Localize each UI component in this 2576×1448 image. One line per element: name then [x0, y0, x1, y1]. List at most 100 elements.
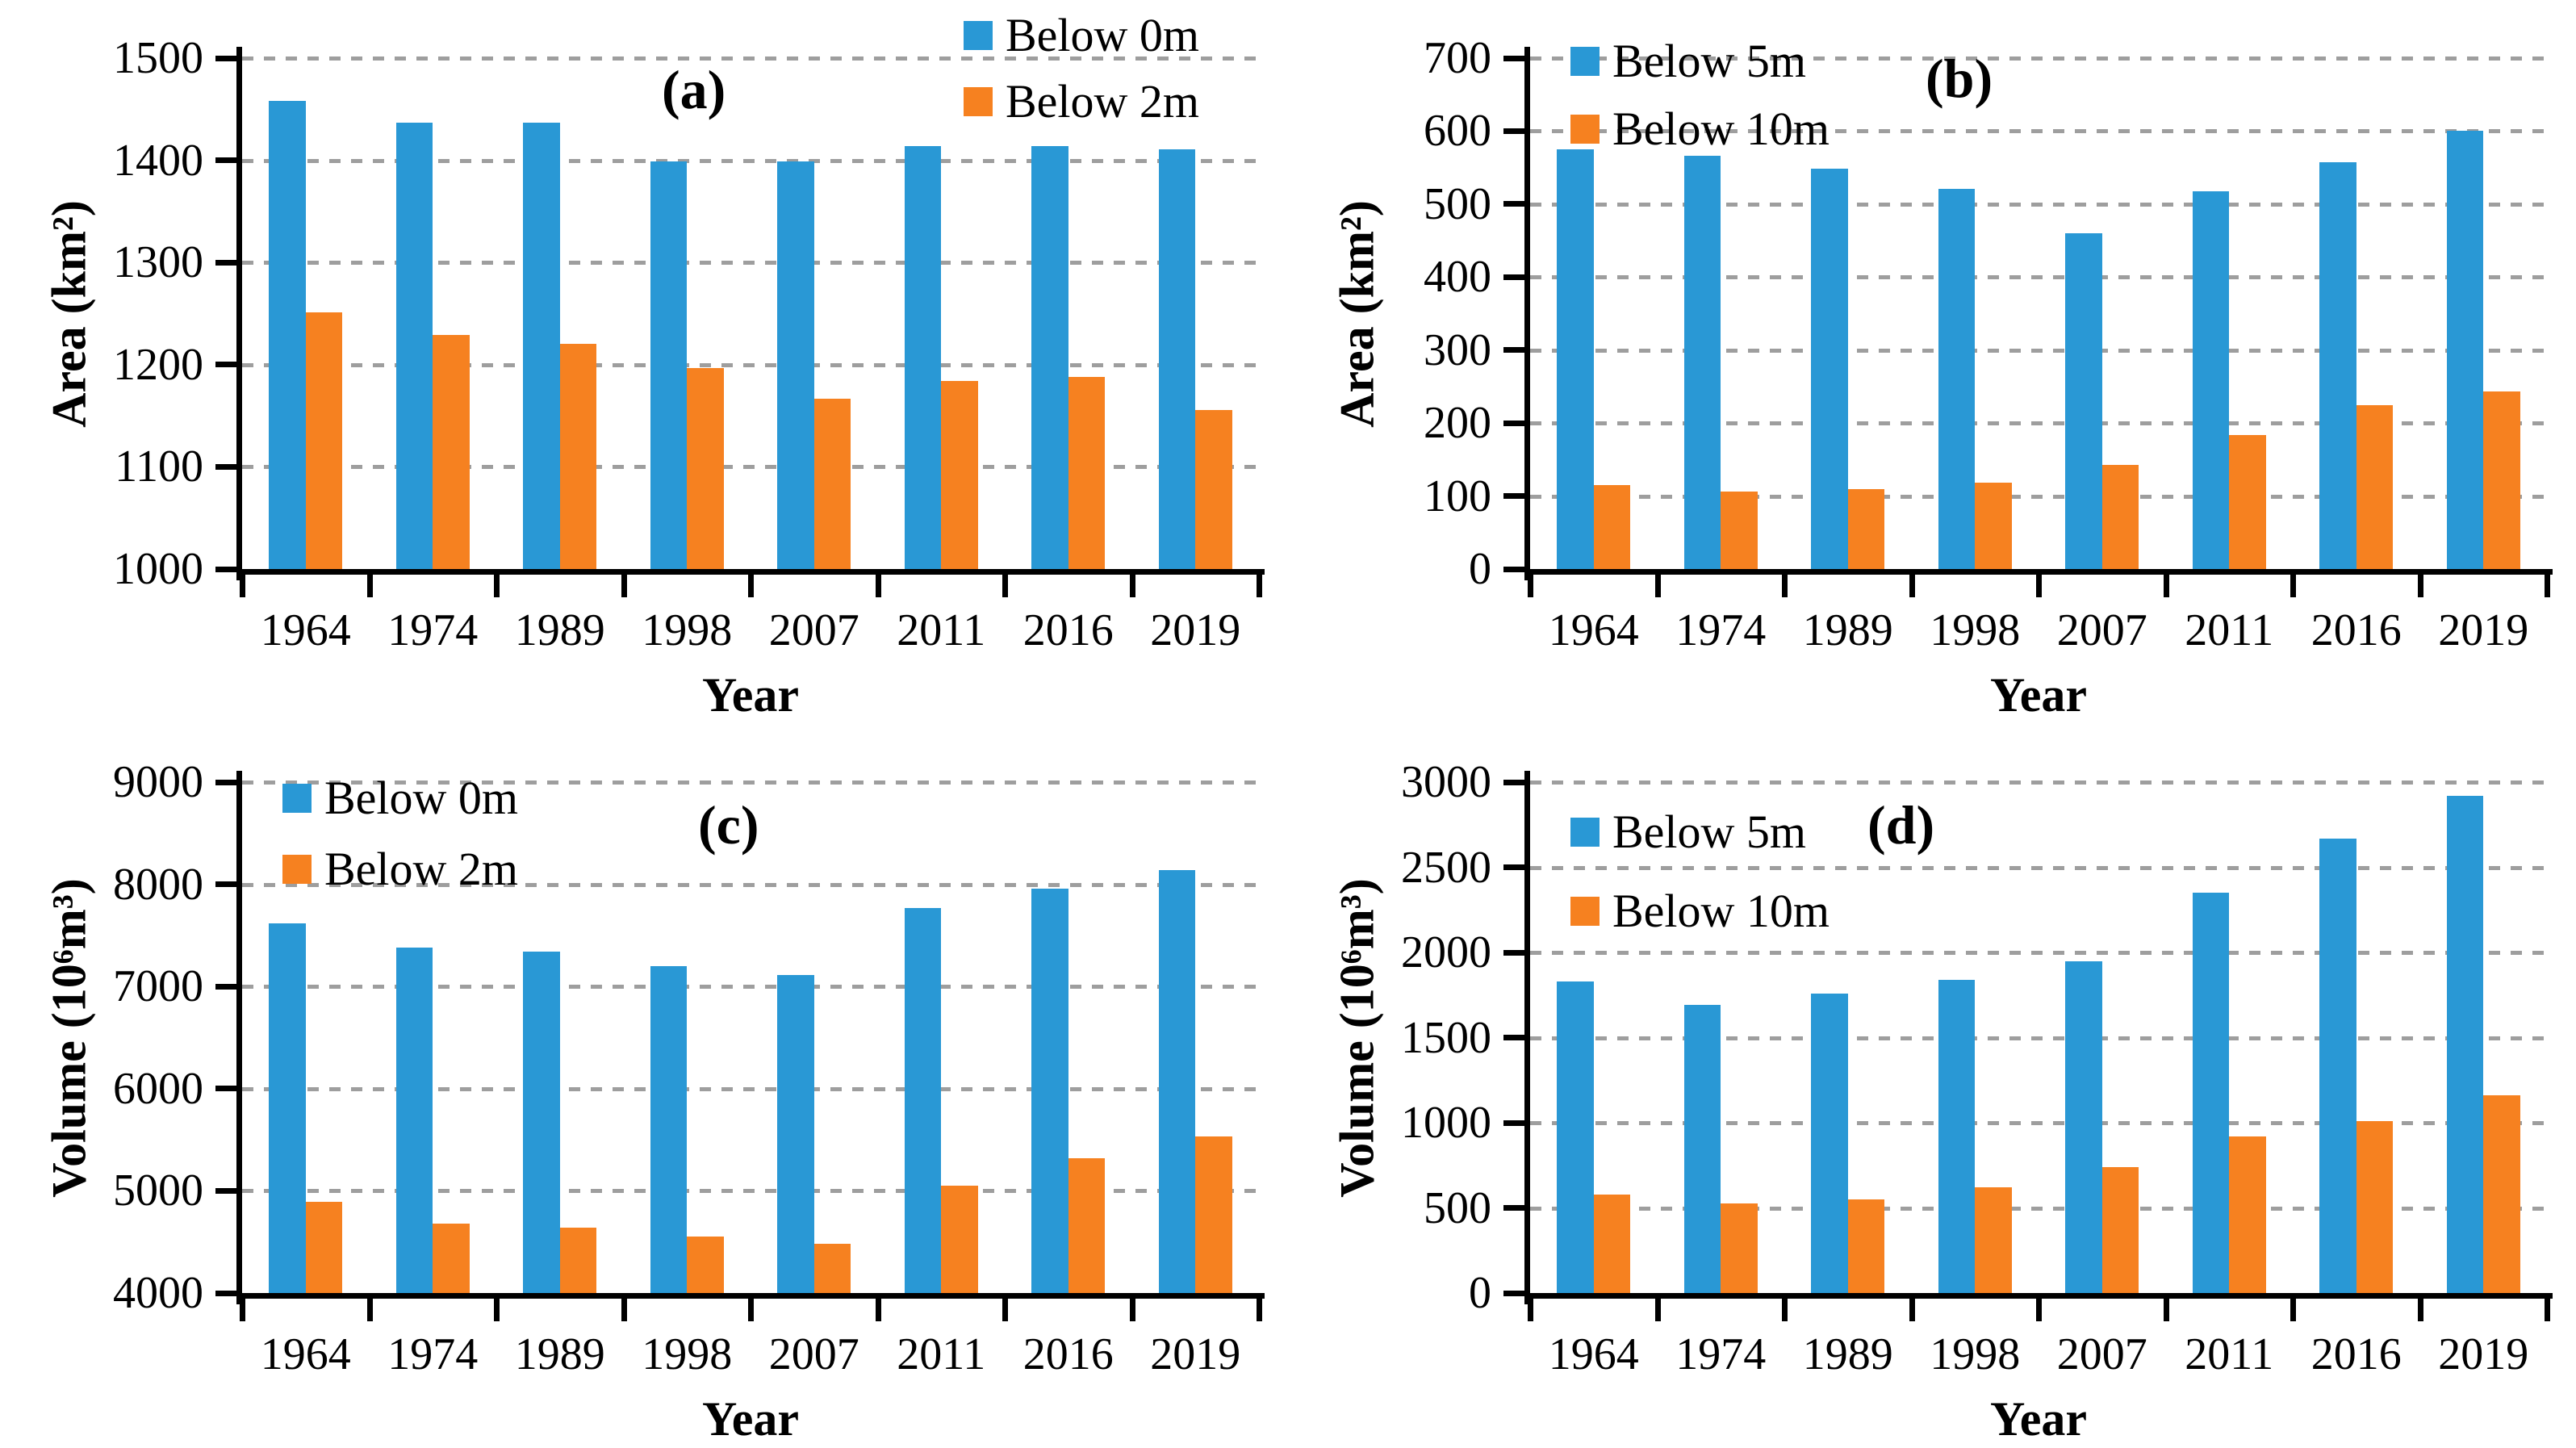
- y-axis-tick-label: 700: [1424, 33, 1491, 83]
- bar-below-10m-2019: [2483, 1095, 2520, 1293]
- y-axis-tick-label: 0: [1469, 544, 1491, 594]
- bar-below-0m-2019: [1158, 869, 1196, 1293]
- x-axis-line: [236, 1293, 1265, 1299]
- gridline: [242, 158, 1259, 163]
- legend-item: Below 5m: [1570, 36, 1830, 87]
- bar-below-0m-1998: [650, 161, 688, 569]
- bar-below-2m-1974: [433, 335, 470, 569]
- x-axis-category-label: 2019: [2438, 605, 2529, 655]
- y-axis-tick: [215, 259, 236, 266]
- bar-below-5m-1964: [1557, 149, 1594, 569]
- y-axis-tick-label: 3000: [1401, 757, 1491, 807]
- y-axis-tick-label: 1200: [113, 339, 203, 390]
- gridline: [1530, 275, 2547, 280]
- bar-below-0m-1964: [269, 101, 306, 569]
- x-axis-tick: [2417, 1299, 2423, 1321]
- gridline: [1530, 421, 2547, 426]
- y-axis-tick-label: 1000: [113, 544, 203, 594]
- x-axis-tick: [366, 575, 373, 597]
- legend-swatch-icon: [1570, 818, 1600, 847]
- chart-panel-b: 0 100 200 300 400 500 600 700 1964 1974 1989 1998 20…: [1288, 0, 2576, 724]
- x-axis-tick: [1528, 1299, 1533, 1321]
- bar-below-0m-2016: [1031, 145, 1068, 569]
- y-axis-tick: [1503, 274, 1524, 280]
- legend-swatch-icon: [282, 784, 312, 813]
- x-axis-tick: [1257, 1299, 1262, 1321]
- x-axis-title: Year: [702, 1392, 799, 1446]
- bar-below-5m-2007: [2065, 233, 2102, 569]
- x-axis-category-label: 1974: [1675, 1329, 1767, 1379]
- x-axis-category-label: 2019: [1150, 1329, 1241, 1379]
- x-axis-category-label: 2011: [2185, 605, 2274, 655]
- bar-below-10m-2011: [2229, 1136, 2266, 1293]
- x-axis-category-label: 1989: [1802, 1329, 1893, 1379]
- bar-below-10m-2016: [2356, 404, 2394, 569]
- gridline: [1530, 348, 2547, 353]
- y-axis-tick: [215, 1290, 236, 1296]
- legend-item: Below 5m: [1570, 806, 1830, 858]
- gridline: [1530, 1206, 2547, 1211]
- legend-label: Below 5m: [1612, 35, 1807, 87]
- x-axis-category-label: 1989: [514, 1329, 605, 1379]
- bar-below-2m-1989: [559, 1227, 597, 1293]
- bar-below-0m-2011: [904, 145, 942, 569]
- x-axis-tick: [1654, 575, 1661, 597]
- y-axis-tick: [1503, 779, 1524, 785]
- legend: Below 0m Below 2m: [282, 772, 518, 895]
- x-axis-tick: [494, 575, 500, 597]
- x-axis-category-label: 2011: [897, 1329, 986, 1379]
- legend-swatch-icon: [1570, 897, 1600, 926]
- y-axis-tick-label: 7000: [113, 961, 203, 1012]
- x-axis-tick: [748, 1299, 754, 1321]
- gridline: [1530, 56, 2547, 61]
- x-axis-tick: [2290, 1299, 2296, 1321]
- y-axis-tick: [215, 1086, 236, 1092]
- bar-below-10m-1998: [1975, 483, 2012, 569]
- bar-below-5m-1974: [1683, 1005, 1721, 1293]
- legend-swatch-icon: [1570, 115, 1600, 144]
- bar-below-2m-2019: [1195, 409, 1232, 569]
- y-axis-tick: [215, 779, 236, 785]
- bar-below-2m-2016: [1068, 1157, 1106, 1293]
- x-axis-tick: [494, 1299, 500, 1321]
- x-axis-category-label: 2016: [1022, 605, 1114, 655]
- y-axis-tick: [215, 1187, 236, 1194]
- legend-label: Below 2m: [1005, 75, 1199, 128]
- gridline: [1530, 1036, 2547, 1040]
- y-axis-tick: [215, 983, 236, 990]
- bar-below-2m-2007: [813, 398, 851, 569]
- x-axis-category-label: 2019: [2438, 1329, 2529, 1379]
- y-axis-line: [1524, 47, 1530, 580]
- y-axis-tick-label: 1500: [1401, 1012, 1491, 1063]
- bar-below-0m-2011: [904, 907, 942, 1293]
- bar-below-5m-2016: [2319, 162, 2356, 569]
- x-axis-category-label: 1964: [1548, 605, 1639, 655]
- y-axis-tick: [215, 157, 236, 164]
- bar-below-0m-2007: [777, 975, 814, 1293]
- y-axis-tick: [215, 566, 236, 572]
- y-axis-tick: [215, 463, 236, 470]
- bar-below-10m-1974: [1721, 492, 1758, 569]
- legend-label: Below 2m: [324, 843, 519, 895]
- x-axis-tick: [2036, 575, 2042, 597]
- bar-below-0m-2019: [1158, 149, 1196, 569]
- y-axis-tick-label: 8000: [113, 859, 203, 910]
- gridline: [242, 882, 1259, 887]
- x-axis-tick: [1909, 1299, 1915, 1321]
- legend-swatch-icon: [1570, 47, 1600, 76]
- y-axis-tick-label: 6000: [113, 1063, 203, 1114]
- x-axis-tick: [240, 1299, 245, 1321]
- bar-below-10m-2011: [2229, 434, 2266, 569]
- bar-below-2m-1998: [687, 1237, 724, 1293]
- bar-below-2m-2011: [941, 1186, 978, 1293]
- x-axis-category-label: 1974: [387, 1329, 479, 1379]
- bar-below-0m-2007: [777, 161, 814, 569]
- x-axis-tick: [1782, 1299, 1788, 1321]
- x-axis-category-label: 1964: [260, 1329, 351, 1379]
- y-axis-tick: [215, 362, 236, 368]
- y-axis-tick: [1503, 201, 1524, 207]
- bar-below-10m-1964: [1593, 485, 1631, 569]
- gridline: [1530, 129, 2547, 134]
- legend-swatch-icon: [963, 21, 993, 50]
